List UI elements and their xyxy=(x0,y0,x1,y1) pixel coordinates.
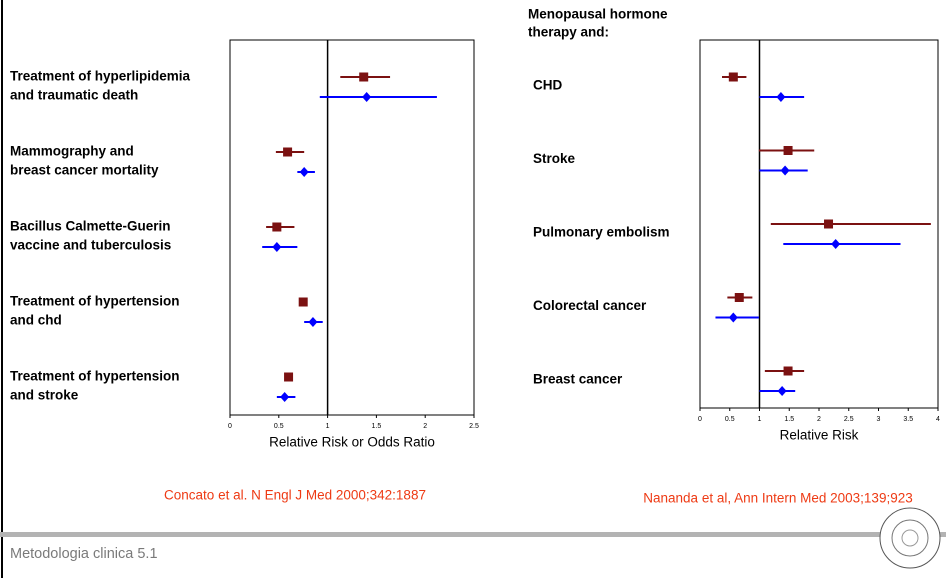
point-estimate xyxy=(734,293,744,302)
x-tick-label: 2 xyxy=(817,416,821,423)
category-label: and traumatic death xyxy=(10,88,138,103)
x-tick-label: 0 xyxy=(698,416,702,423)
point-estimate xyxy=(362,92,372,102)
chart-title: Menopausal hormone xyxy=(528,7,668,22)
point-estimate xyxy=(308,317,318,327)
category-label: Bacillus Calmette-Guerin xyxy=(10,219,171,234)
point-estimate xyxy=(776,92,786,102)
point-estimate xyxy=(272,242,282,252)
point-estimate xyxy=(272,222,282,232)
point-estimate xyxy=(359,72,369,82)
citation: Concato et al. N Engl J Med 2000;342:188… xyxy=(164,488,426,503)
chart-title: therapy and: xyxy=(528,25,609,40)
point-estimate xyxy=(824,219,834,229)
category-label: Colorectal cancer xyxy=(533,298,647,313)
x-tick-label: 2 xyxy=(423,423,427,430)
point-estimate xyxy=(728,72,738,82)
point-estimate xyxy=(283,147,293,157)
category-label: Treatment of hyperlipidemia xyxy=(10,69,191,84)
category-label: Treatment of hypertension xyxy=(10,369,180,384)
x-tick-label: 4 xyxy=(936,416,940,423)
x-tick-label: 2.5 xyxy=(844,416,854,423)
point-estimate xyxy=(298,297,308,307)
point-estimate xyxy=(777,386,787,396)
category-label: and chd xyxy=(10,313,62,328)
x-tick-label: 0.5 xyxy=(274,423,284,430)
point-estimate xyxy=(280,392,290,402)
category-label: breast cancer mortality xyxy=(10,163,159,178)
category-label: Pulmonary embolism xyxy=(533,225,670,240)
x-tick-label: 1.5 xyxy=(372,423,382,430)
x-axis-label: Relative Risk or Odds Ratio xyxy=(269,435,435,450)
x-tick-label: 2.5 xyxy=(469,423,479,430)
seal xyxy=(879,507,941,569)
x-tick-label: 1 xyxy=(758,416,762,423)
footer-band xyxy=(0,532,946,537)
category-label: Treatment of hypertension xyxy=(10,294,180,309)
citation: Nananda et al, Ann Intern Med 2003;139;9… xyxy=(643,491,912,506)
category-label: vaccine and tuberculosis xyxy=(10,238,171,253)
x-tick-label: 3.5 xyxy=(903,416,913,423)
x-tick-label: 3 xyxy=(877,416,881,423)
category-label: Breast cancer xyxy=(533,372,623,387)
x-tick-label: 0 xyxy=(228,423,232,430)
point-estimate xyxy=(299,167,309,177)
x-tick-label: 0.5 xyxy=(725,416,735,423)
point-estimate xyxy=(783,366,793,376)
x-tick-label: 1.5 xyxy=(784,416,794,423)
point-estimate xyxy=(780,165,790,176)
category-label: and stroke xyxy=(10,388,79,403)
plot-frame xyxy=(229,39,475,416)
point-estimate xyxy=(831,239,841,249)
category-label: Stroke xyxy=(533,151,576,166)
category-label: Mammography and xyxy=(10,144,134,159)
point-estimate xyxy=(284,372,294,382)
x-axis-label: Relative Risk xyxy=(780,428,859,443)
footer: Metodologia clinica 5.1 xyxy=(10,546,158,562)
x-tick-label: 1 xyxy=(326,423,330,430)
point-estimate xyxy=(783,146,793,155)
point-estimate xyxy=(728,312,738,323)
category-label: CHD xyxy=(533,78,562,93)
